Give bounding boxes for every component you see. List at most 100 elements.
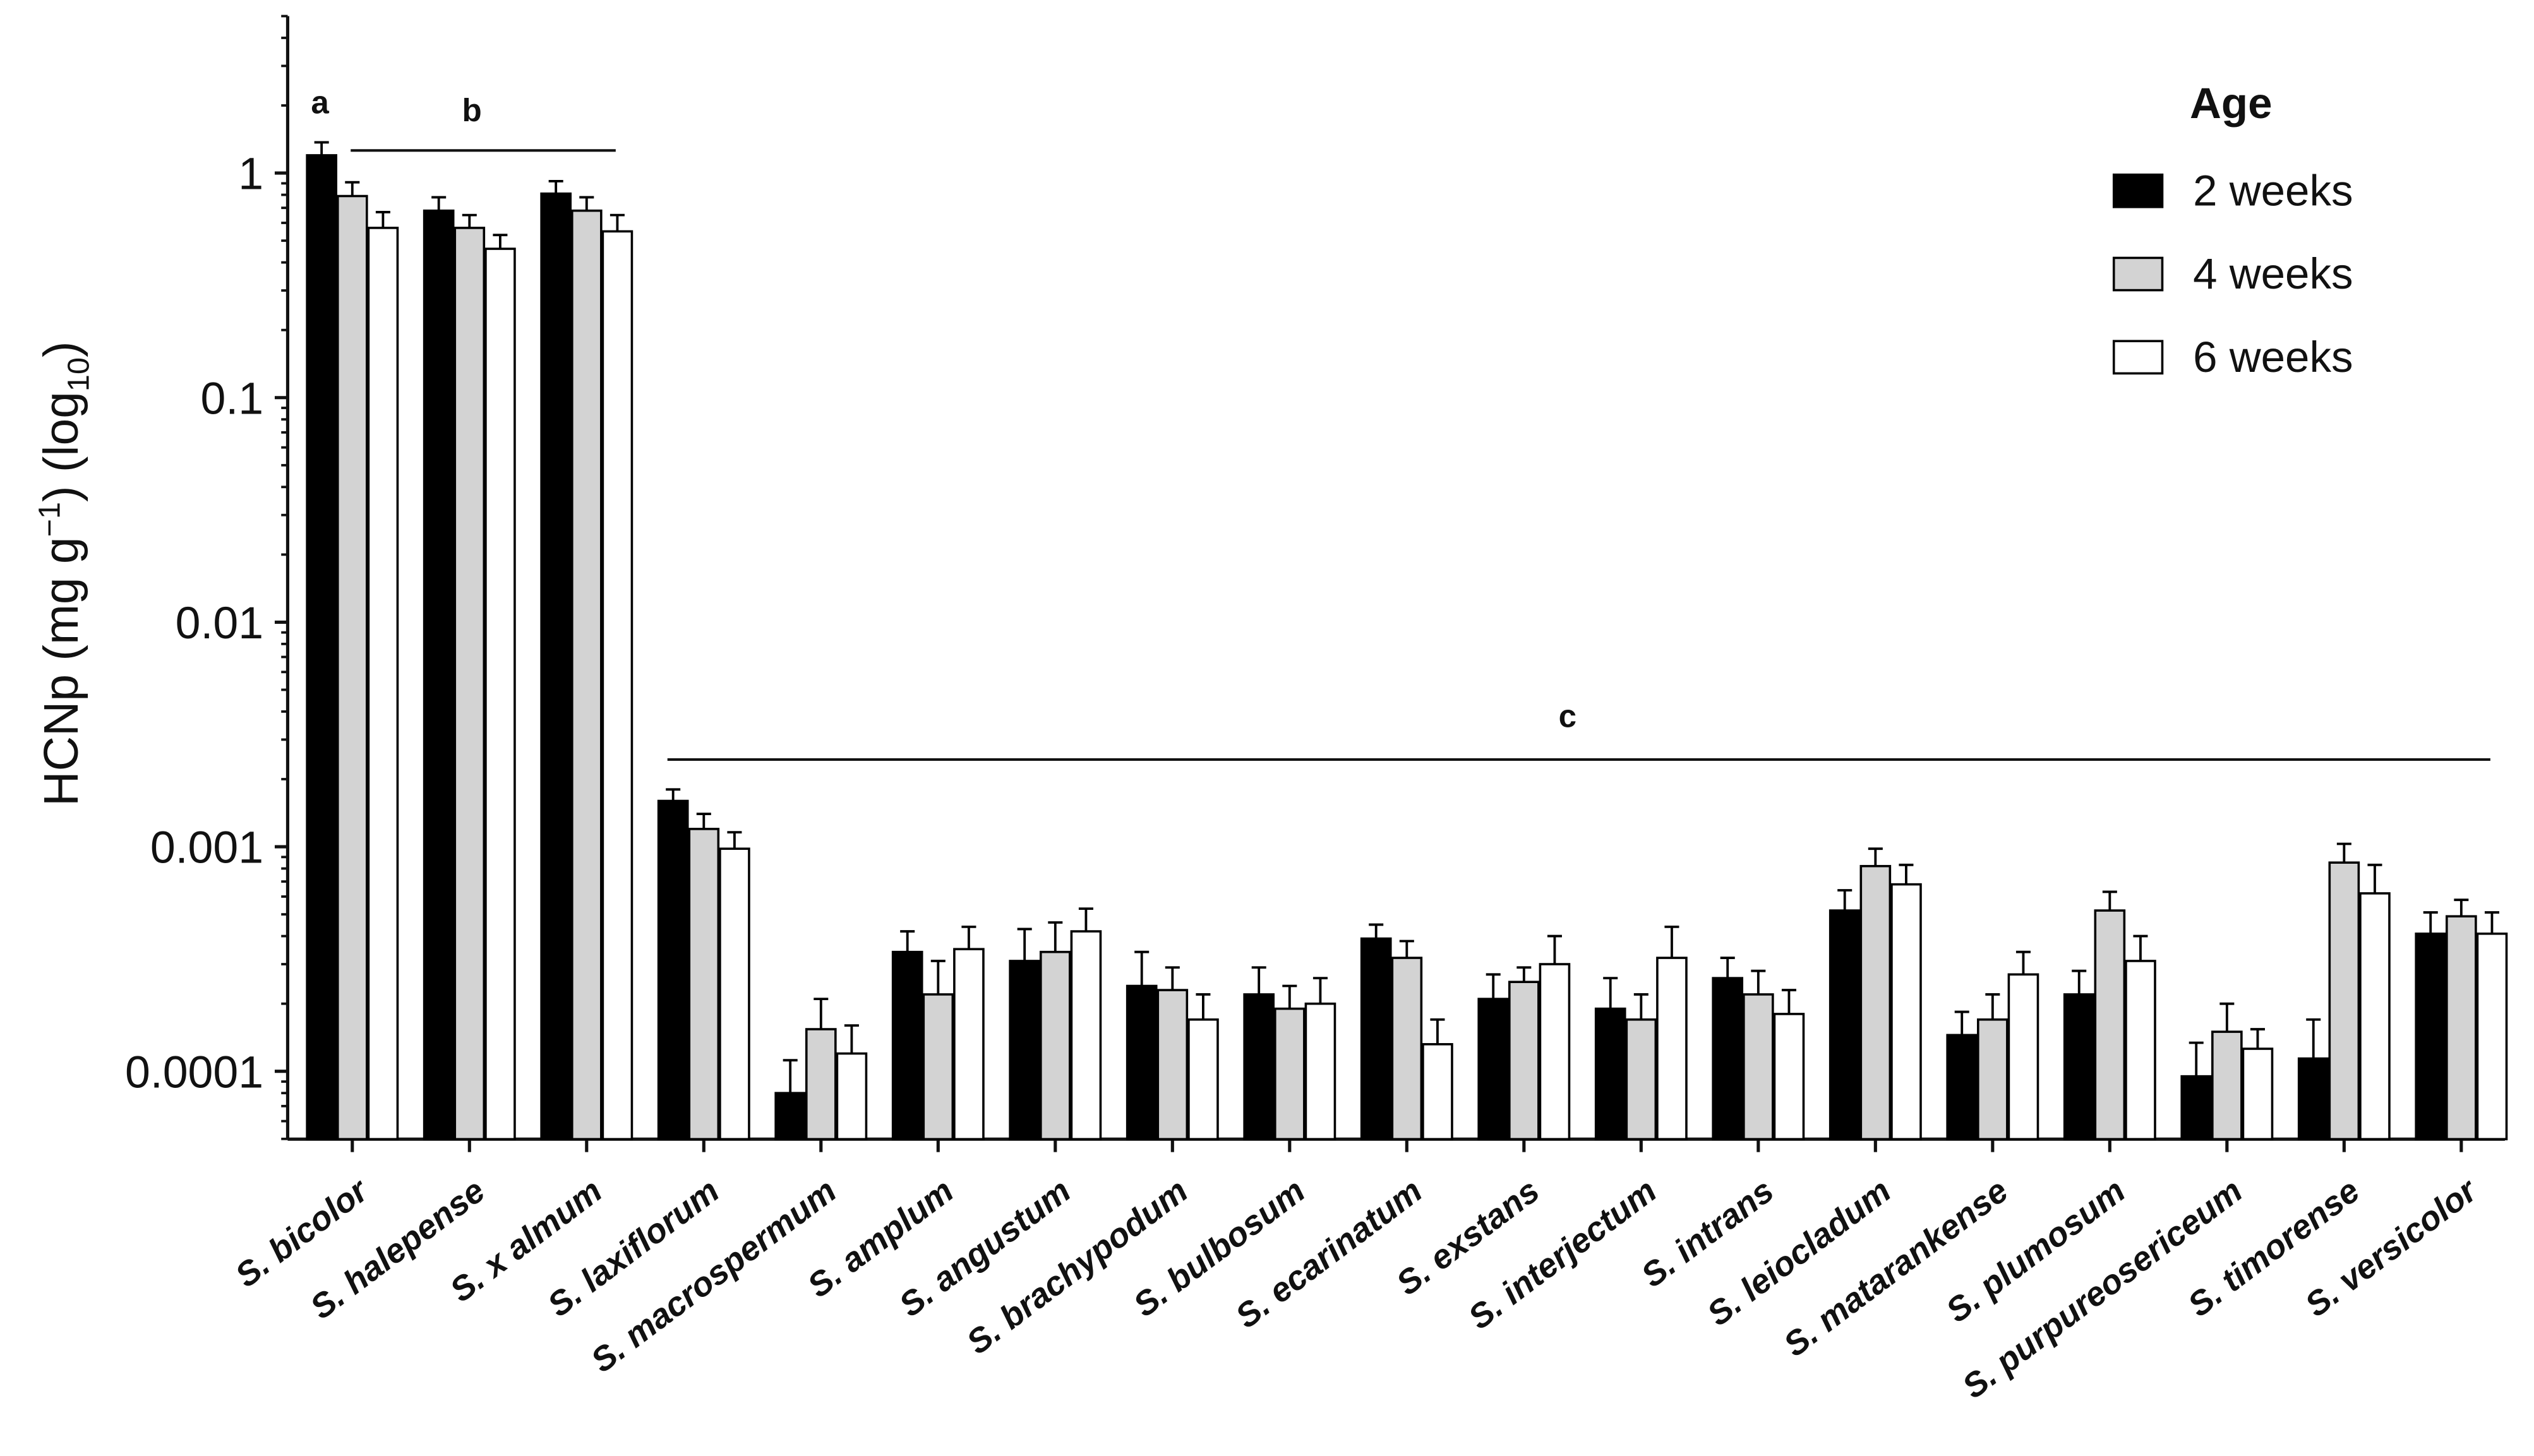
bar-6-weeks-s-laxiflorum <box>719 847 750 1140</box>
error-bar-4-weeks-s-ecarinatum <box>1399 940 1414 958</box>
error-bar-2-weeks-s-leiocladum <box>1837 889 1852 911</box>
bar-4-weeks-s-exstans <box>1508 981 1540 1140</box>
error-bar-2-weeks-s-interjectum <box>1603 977 1618 1009</box>
error-bar-6-weeks-s-macrospermum <box>844 1024 859 1054</box>
bar-2-weeks-s-interjectum <box>1594 1007 1626 1140</box>
bar-2-weeks-s-matarankense <box>1946 1034 1978 1140</box>
bar-2-weeks-s-bulbosum <box>1243 993 1275 1140</box>
error-bar-2-weeks-s-matarankense <box>1954 1010 1969 1035</box>
error-bar-2-weeks-s-brachypodum <box>1134 950 1150 986</box>
bar-6-weeks-s-bicolor <box>367 227 399 1140</box>
bar-4-weeks-s-laxiflorum <box>688 828 720 1140</box>
bar-6-weeks-s-macrospermum <box>836 1052 868 1140</box>
bar-2-weeks-s-purpureosericeum <box>2180 1075 2213 1140</box>
bar-2-weeks-s-ecarinatum <box>1360 937 1392 1140</box>
error-bar-2-weeks-s-bicolor <box>314 141 329 155</box>
bar-6-weeks-s-timorense <box>2359 892 2391 1140</box>
y-tick-label: 0.1 <box>200 373 263 424</box>
bar-6-weeks-s-versicolor <box>2476 932 2508 1140</box>
error-bar-4-weeks-s-intrans <box>1751 969 1766 994</box>
group-label-b: b <box>462 92 482 128</box>
legend-label-2-weeks: 2 weeks <box>2193 165 2353 215</box>
bar-4-weeks-s-interjectum <box>1625 1018 1657 1140</box>
error-bar-4-weeks-s-bulbosum <box>1282 984 1297 1009</box>
bar-4-weeks-s-matarankense <box>1977 1018 2009 1140</box>
error-bar-2-weeks-s-exstans <box>1486 973 1501 1000</box>
error-bar-6-weeks-s-matarankense <box>2015 950 2031 975</box>
error-bar-4-weeks-s-leiocladum <box>1868 847 1883 866</box>
error-bar-6-weeks-s-bulbosum <box>1312 977 1328 1004</box>
y-axis-label-superscript: −1 <box>33 502 67 537</box>
error-bar-4-weeks-s-purpureosericeum <box>2219 1002 2235 1032</box>
error-bar-4-weeks-s-angustum <box>1048 921 1063 952</box>
y-axis-label-suffix: ) <box>35 341 88 357</box>
bar-4-weeks-s-halepense <box>453 227 486 1140</box>
bar-2-weeks-s-x-almum <box>540 192 572 1140</box>
error-bar-2-weeks-s-amplum <box>900 930 915 952</box>
error-bar-4-weeks-s-versicolor <box>2454 898 2469 917</box>
bar-4-weeks-s-purpureosericeum <box>2211 1030 2243 1140</box>
error-bar-6-weeks-s-ecarinatum <box>1430 1018 1445 1044</box>
y-tick-label: 0.01 <box>176 598 263 648</box>
error-bar-6-weeks-s-angustum <box>1078 907 1093 932</box>
error-bars <box>314 141 2499 1094</box>
error-bar-4-weeks-s-x-almum <box>579 196 594 211</box>
error-bar-4-weeks-s-brachypodum <box>1165 966 1180 991</box>
bar-2-weeks-s-intrans <box>1712 977 1744 1140</box>
error-bar-4-weeks-s-macrospermum <box>814 998 829 1030</box>
error-bar-2-weeks-s-purpureosericeum <box>2189 1041 2204 1077</box>
bar-6-weeks-s-exstans <box>1539 963 1571 1140</box>
bar-4-weeks-s-angustum <box>1039 950 1071 1140</box>
bar-6-weeks-s-intrans <box>1773 1013 1805 1140</box>
bar-2-weeks-s-halepense <box>423 209 455 1140</box>
bar-2-weeks-s-bicolor <box>306 154 337 1140</box>
y-tick-label: 1 <box>238 149 263 200</box>
bar-2-weeks-s-brachypodum <box>1126 984 1158 1140</box>
legend: Age 2 weeks 4 weeks 6 weeks <box>2112 78 2353 381</box>
y-axis-label-middle: ) (log <box>35 391 88 502</box>
y-axis-label-subscript: 10 <box>62 357 96 391</box>
error-bar-6-weeks-s-plumosum <box>2133 934 2148 961</box>
legend-title: Age <box>2190 78 2273 128</box>
bar-4-weeks-s-amplum <box>922 993 954 1140</box>
error-bar-6-weeks-s-interjectum <box>1664 925 1679 958</box>
bar-4-weeks-s-leiocladum <box>1859 864 1892 1140</box>
bar-6-weeks-s-matarankense <box>2007 973 2039 1140</box>
legend-label-4-weeks: 4 weeks <box>2193 249 2353 298</box>
bar-6-weeks-s-plumosum <box>2125 960 2156 1140</box>
legend-swatch-6-weeks <box>2112 340 2164 375</box>
bar-2-weeks-s-timorense <box>2297 1057 2329 1140</box>
error-bar-6-weeks-s-x-almum <box>609 213 625 232</box>
bar-2-weeks-s-amplum <box>891 950 923 1140</box>
error-bar-2-weeks-s-plumosum <box>2072 969 2087 994</box>
error-bar-4-weeks-s-halepense <box>462 213 477 228</box>
error-bar-4-weeks-s-plumosum <box>2102 890 2117 911</box>
error-bar-2-weeks-s-versicolor <box>2423 911 2438 934</box>
bar-6-weeks-s-amplum <box>953 948 985 1140</box>
bar-6-weeks-s-leiocladum <box>1890 883 1922 1140</box>
error-bar-4-weeks-s-amplum <box>930 960 946 994</box>
error-bar-6-weeks-s-bicolor <box>375 211 390 228</box>
bar-6-weeks-s-angustum <box>1070 930 1102 1140</box>
bar-4-weeks-s-intrans <box>1743 993 1774 1140</box>
error-bar-6-weeks-s-intrans <box>1781 989 1796 1014</box>
error-bar-2-weeks-s-angustum <box>1017 928 1032 961</box>
error-bar-6-weeks-s-timorense <box>2367 863 2382 893</box>
y-axis-label-main: HCNp (mg g <box>35 537 88 806</box>
bars <box>306 154 2508 1140</box>
error-bar-2-weeks-s-intrans <box>1720 957 1735 979</box>
error-bar-6-weeks-s-purpureosericeum <box>2250 1028 2265 1049</box>
bar-4-weeks-s-x-almum <box>570 209 603 1140</box>
y-tick-label: 0.001 <box>150 823 263 873</box>
error-bar-6-weeks-s-halepense <box>493 234 508 249</box>
bar-4-weeks-s-timorense <box>2328 861 2360 1140</box>
error-bar-2-weeks-s-bulbosum <box>1251 966 1266 994</box>
error-bar-4-weeks-s-interjectum <box>1633 993 1648 1020</box>
error-bar-6-weeks-s-brachypodum <box>1196 993 1211 1020</box>
group-label-c: c <box>1559 698 1576 734</box>
annotations: a b c <box>311 84 2490 761</box>
error-bar-4-weeks-s-matarankense <box>1985 993 2000 1020</box>
error-bar-6-weeks-s-laxiflorum <box>727 831 742 849</box>
